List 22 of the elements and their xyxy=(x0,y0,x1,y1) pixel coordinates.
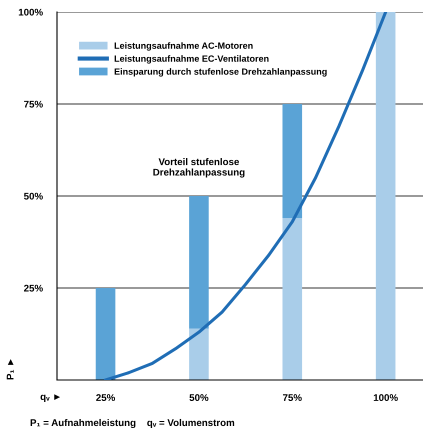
x-tick-label: 75% xyxy=(282,394,302,402)
y-axis-title: P₁ ► xyxy=(6,359,14,380)
bar xyxy=(376,12,396,380)
legend-label: Leistungsaufnahme EC-Ventilatoren xyxy=(114,55,269,64)
bar xyxy=(96,288,116,380)
bar xyxy=(189,328,209,380)
annotation: Vorteil stufenlose Drehzahlanpassung xyxy=(153,158,244,178)
bar xyxy=(189,196,209,328)
text: P₁ = Aufnahmeleistung qᵥ = Volumenstrom xyxy=(30,418,234,428)
x-tick-label: 50% xyxy=(189,394,208,402)
x-tick-label: 100% xyxy=(374,394,398,402)
y-tick-label: 25% xyxy=(24,284,43,292)
bar xyxy=(282,218,302,380)
x-tick-label: 25% xyxy=(96,394,116,402)
bar xyxy=(282,104,302,218)
line-series xyxy=(104,12,388,380)
x-axis-title: qᵥ ► xyxy=(40,394,60,402)
y-tick-label: 100% xyxy=(18,8,43,16)
y-tick-label: 75% xyxy=(24,100,43,108)
legend-label: Leistungsaufnahme AC-Motoren xyxy=(114,42,253,51)
y-tick-label: 50% xyxy=(24,192,43,200)
legend-label: Einsparung durch stufenlose Drehzahlanpassung xyxy=(114,68,327,77)
